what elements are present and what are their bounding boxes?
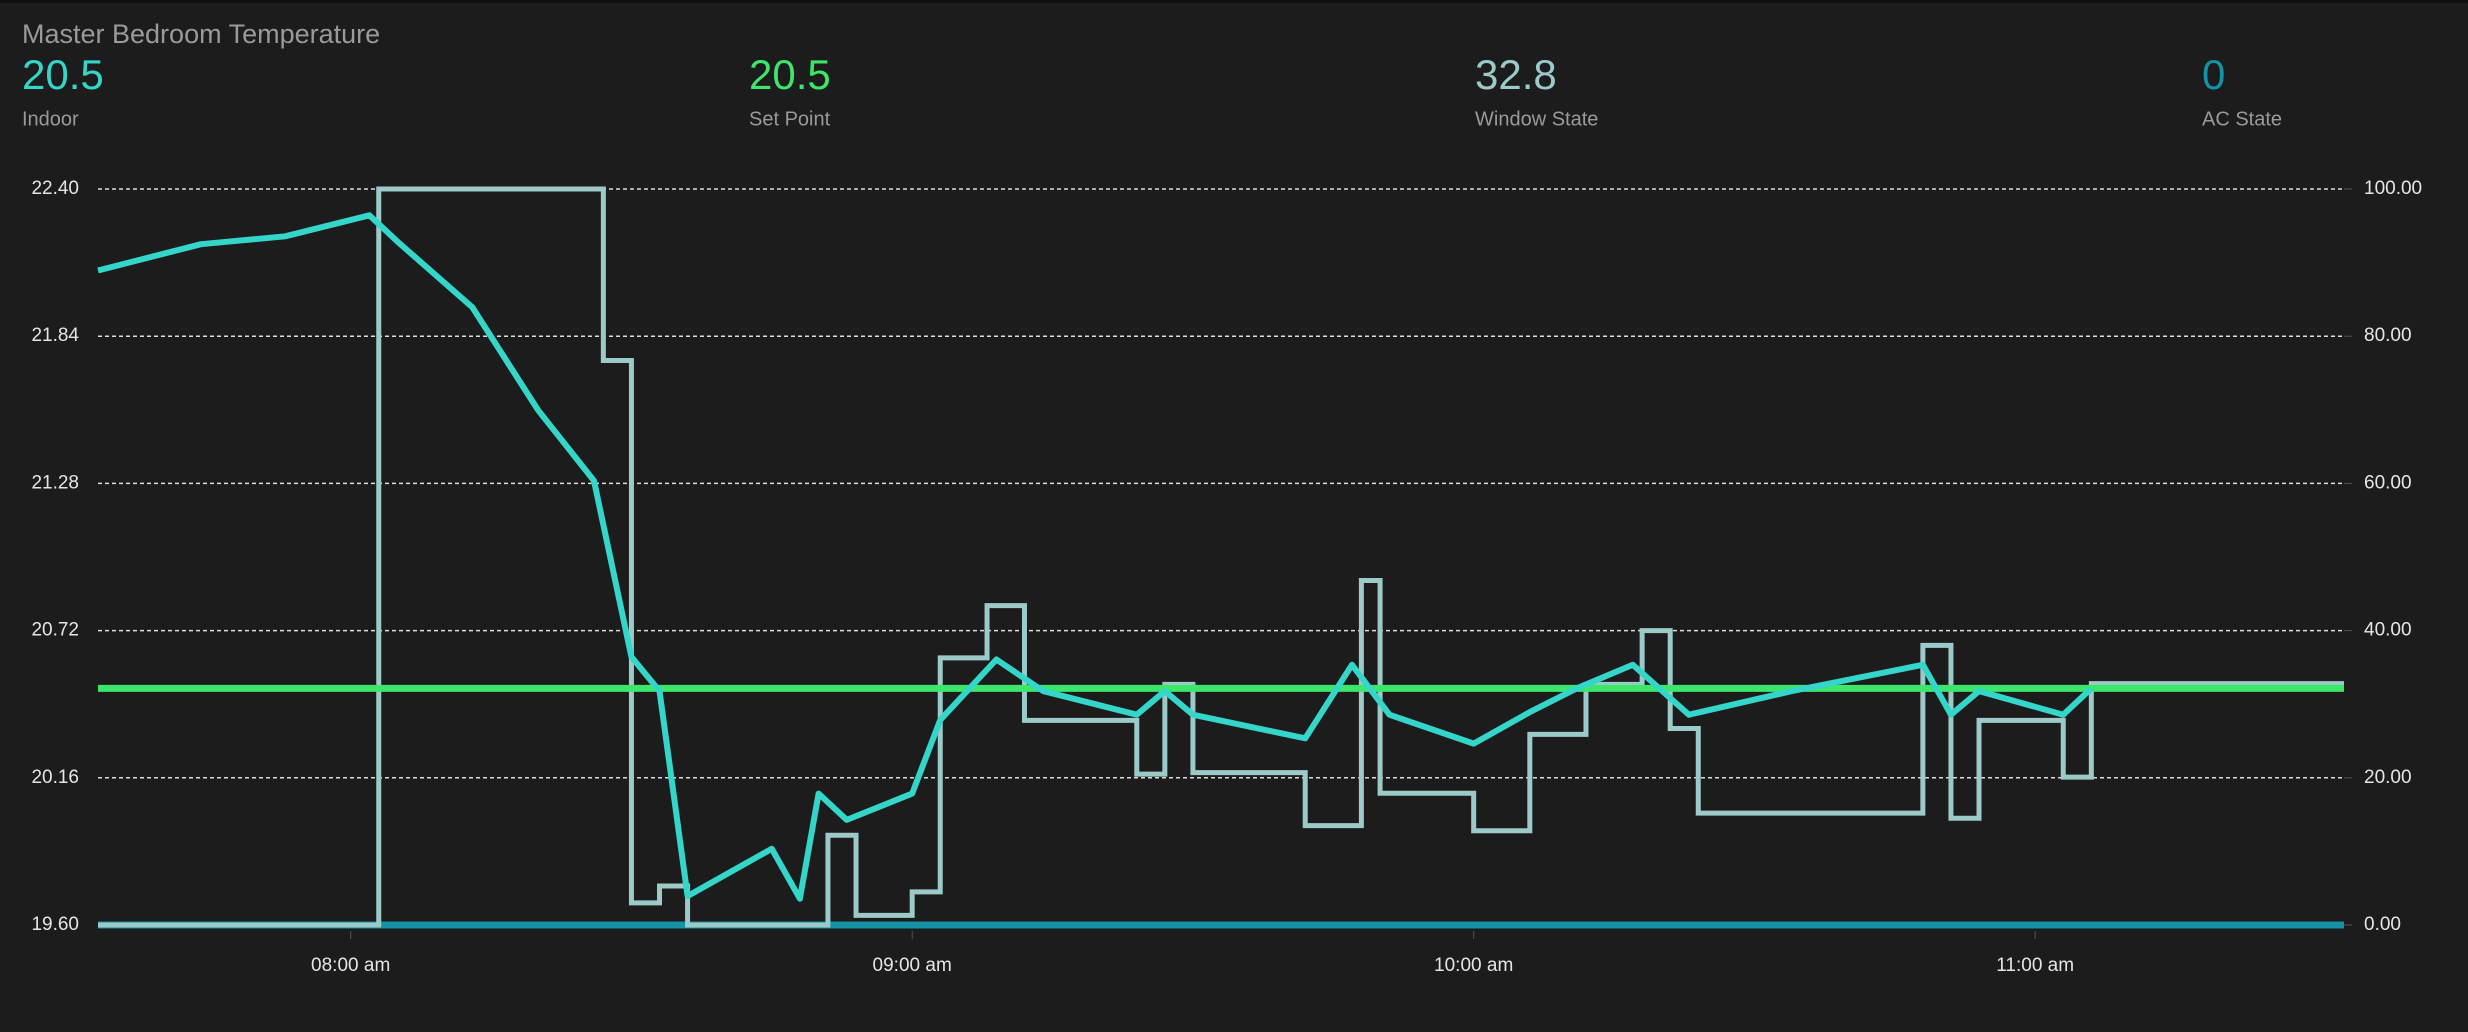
state-value: 32.8 [1475,51,1557,98]
y-tick-label: 20.16 [31,767,79,788]
x-tick-label: 09:00 am [873,955,952,976]
y-tick-label: 22.40 [31,178,79,199]
y2-tick-label: 100.00 [2364,178,2422,199]
y-tick-label: 21.84 [31,325,79,346]
series-line [97,212,2094,902]
state-name: Indoor [22,108,79,130]
card-border [0,0,2468,3]
state-name: AC State [2202,108,2282,130]
y-tick-label: 21.28 [31,472,79,493]
y2-tick-label: 20.00 [2364,767,2412,788]
x-tick-label: 08:00 am [311,955,390,976]
y2-tick-label: 0.00 [2364,914,2401,935]
state-name: Window State [1475,108,1598,130]
x-tick-label: 10:00 am [1434,955,1513,976]
card-title: Master Bedroom Temperature [22,19,380,49]
state-value: 0 [2202,51,2225,98]
state-name: Set Point [749,108,831,130]
y-tick-label: 19.60 [31,914,79,935]
series-line [98,186,2344,928]
y2-tick-label: 40.00 [2364,620,2412,641]
y2-tick-label: 60.00 [2364,472,2412,493]
y-tick-label: 20.72 [31,620,79,641]
y2-tick-label: 80.00 [2364,325,2412,346]
x-tick-label: 11:00 am [1996,955,2074,976]
state-value: 20.5 [22,51,104,98]
state-value: 20.5 [749,51,831,98]
